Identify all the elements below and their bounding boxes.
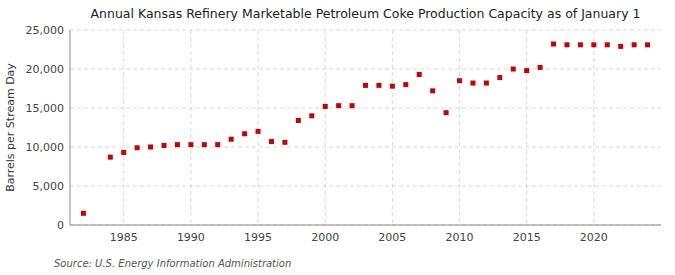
y-tick-label: 10,000 [26, 141, 65, 154]
title: Annual Kansas Refinery Marketable Petrol… [91, 6, 641, 21]
x-grid-line [526, 30, 527, 225]
y-grid-line [70, 69, 661, 70]
point [538, 65, 543, 70]
point [175, 142, 180, 147]
x-tick-label: 1990 [177, 231, 205, 244]
point [470, 81, 475, 86]
point [188, 142, 193, 147]
point [511, 67, 516, 72]
y-axis-label: Barrels per Stream Day [4, 63, 17, 192]
point [296, 118, 301, 123]
point [108, 155, 113, 160]
x-axis-line [70, 225, 661, 226]
point [81, 211, 86, 216]
y-grid-line [70, 147, 661, 148]
x-tick-label: 2020 [580, 231, 608, 244]
y-grid-line [70, 225, 661, 226]
point [256, 129, 261, 134]
x-tick-label: 2010 [446, 231, 474, 244]
x-grid-line [123, 30, 124, 225]
point [363, 83, 368, 88]
point [323, 104, 328, 109]
point [591, 42, 596, 47]
y-grid-line [70, 30, 661, 31]
point [403, 82, 408, 87]
point [135, 145, 140, 150]
y-grid-line [70, 186, 661, 187]
point [350, 103, 355, 108]
y-tick-label: 5,000 [33, 180, 65, 193]
point [121, 150, 126, 155]
point [269, 139, 274, 144]
point [162, 143, 167, 148]
y-tick-label: 25,000 [26, 24, 65, 37]
point [618, 44, 623, 49]
points [81, 42, 650, 216]
x-tick-label: 2000 [311, 231, 339, 244]
point [417, 72, 422, 77]
point [242, 131, 247, 136]
y-tick-label: 20,000 [26, 63, 65, 76]
source: Source: U.S. Energy Information Administ… [54, 258, 291, 269]
point [282, 140, 287, 145]
x-grid-line [325, 30, 326, 225]
y-tick-label: 15,000 [26, 102, 65, 115]
point [215, 142, 220, 147]
grid [70, 30, 661, 225]
chart: 0 5,000 10,000 15,000 20,000 25,000 1985 1990 19… [0, 0, 675, 275]
x-grid-line [190, 30, 191, 225]
point [430, 88, 435, 93]
axes: 0 5,000 10,000 15,000 20,000 25,000 1985 1990 19… [26, 24, 662, 244]
x-tick-label: 1995 [244, 231, 272, 244]
point [309, 113, 314, 118]
point [336, 103, 341, 108]
x-grid-line [258, 30, 259, 225]
point [632, 42, 637, 47]
point [564, 42, 569, 47]
point [484, 81, 489, 86]
x-grid-line [593, 30, 594, 225]
point [457, 78, 462, 83]
x-tick-label: 1985 [110, 231, 138, 244]
x-tick-label: 2015 [513, 231, 541, 244]
point [148, 145, 153, 150]
point [376, 83, 381, 88]
point [578, 42, 583, 47]
point [390, 84, 395, 89]
y-grid-line [70, 108, 661, 109]
point [444, 110, 449, 115]
point [524, 68, 529, 73]
y-tick-label: 0 [57, 219, 64, 232]
point [497, 75, 502, 80]
x-grid-line [459, 30, 460, 225]
x-grid-line [392, 30, 393, 225]
y-axis-line [70, 30, 71, 225]
point [202, 142, 207, 147]
point [229, 137, 234, 142]
x-tick-label: 2005 [378, 231, 406, 244]
point [551, 42, 556, 47]
point [645, 42, 650, 47]
point [605, 42, 610, 47]
